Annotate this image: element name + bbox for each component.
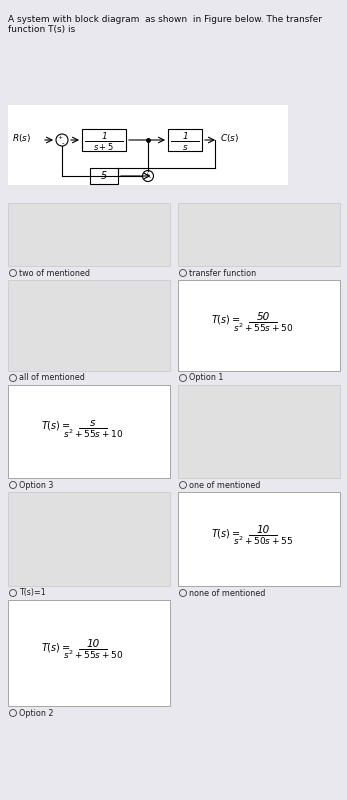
Bar	[178, 385, 340, 478]
Text: $T(s) =$: $T(s) =$	[41, 641, 71, 654]
Text: $C(s)$: $C(s)$	[220, 132, 239, 144]
Text: $T(s) =$: $T(s) =$	[211, 526, 241, 539]
Text: $T(s) =$: $T(s) =$	[41, 419, 71, 432]
Bar	[8, 280, 170, 371]
Text: $s$: $s$	[182, 142, 188, 151]
Text: all of mentioned: all of mentioned	[19, 374, 85, 382]
Text: Option 2: Option 2	[19, 709, 54, 718]
Text: $s^2+50s+55$: $s^2+50s+55$	[233, 534, 293, 547]
Bar	[8, 105, 288, 185]
Text: -: -	[62, 140, 64, 146]
Text: T(s)=1: T(s)=1	[19, 589, 46, 598]
Text: Option 1: Option 1	[189, 374, 224, 382]
Text: 5: 5	[101, 171, 107, 181]
Text: $s^2+55s+50$: $s^2+55s+50$	[233, 322, 293, 334]
Text: one of mentioned: one of mentioned	[189, 481, 261, 490]
Text: $T(s) =$: $T(s) =$	[211, 313, 241, 326]
Text: none of mentioned: none of mentioned	[189, 589, 266, 598]
Text: Option 3: Option 3	[19, 481, 54, 490]
Bar	[90, 168, 118, 184]
Text: two of mentioned: two of mentioned	[19, 269, 91, 278]
Bar	[8, 385, 170, 478]
Bar	[168, 129, 202, 151]
Text: $s^2+55s+10$: $s^2+55s+10$	[63, 427, 123, 440]
Text: transfer function: transfer function	[189, 269, 257, 278]
Text: 1: 1	[182, 132, 188, 141]
Bar	[8, 492, 170, 586]
Text: +: +	[57, 135, 62, 140]
Bar	[8, 203, 170, 266]
Text: A system with block diagram  as shown  in Figure below. The transfer
function T(: A system with block diagram as shown in …	[8, 15, 322, 34]
Text: 10: 10	[86, 639, 100, 649]
Text: -: -	[149, 175, 151, 181]
Bar	[178, 280, 340, 371]
Bar	[178, 492, 340, 586]
Bar	[8, 600, 170, 706]
Text: $R(s)$: $R(s)$	[12, 132, 31, 144]
Text: +: +	[144, 171, 149, 177]
Text: 50: 50	[256, 311, 270, 322]
Text: $s^2+55s+50$: $s^2+55s+50$	[63, 649, 123, 661]
Bar	[82, 129, 126, 151]
Text: 1: 1	[101, 132, 107, 141]
Text: $s$: $s$	[90, 418, 96, 427]
Text: 10: 10	[256, 525, 270, 535]
Bar	[178, 203, 340, 266]
Text: $s+5$: $s+5$	[93, 142, 115, 153]
